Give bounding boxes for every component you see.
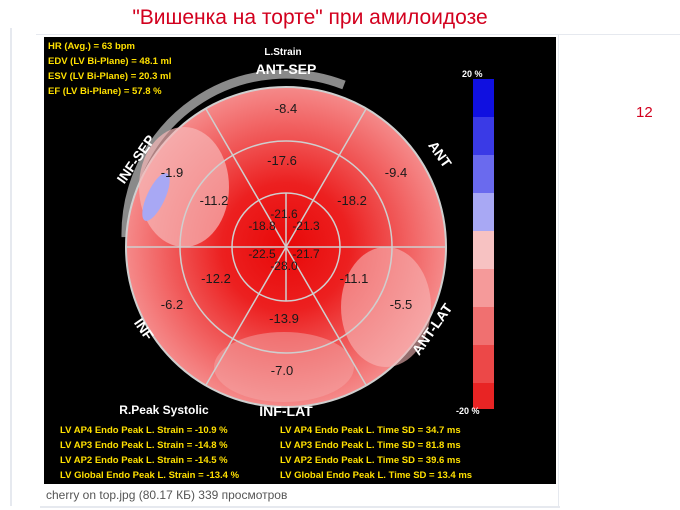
bullseye-svg: HR (Avg.) = 63 bpm EDV (LV Bi-Plane) = 4… <box>48 41 494 481</box>
segment-value: -7.0 <box>271 363 293 378</box>
stat-line: LV AP3 Endo Peak L. Time SD = 81.8 ms <box>280 440 461 451</box>
hemo-line: EDV (LV Bi-Plane) = 48.1 ml <box>48 56 172 67</box>
scale-step <box>473 269 494 307</box>
caption-divider <box>40 506 560 508</box>
segment-value: -13.9 <box>269 311 299 326</box>
segment-value: -6.2 <box>161 297 183 312</box>
apical-values: -21.6 -21.3 -21.7 -28.0 -22.5 -18.8 <box>248 207 320 273</box>
segment-value: -11.1 <box>340 271 369 286</box>
scale-step <box>473 345 494 383</box>
time-stats: LV AP4 Endo Peak L. Time SD = 34.7 ms LV… <box>280 425 472 481</box>
segment-value: -22.5 <box>248 247 276 261</box>
color-scale <box>473 79 494 409</box>
blue-patch <box>142 173 170 221</box>
segment-value: -9.4 <box>385 165 407 180</box>
segment-value: -12.2 <box>201 271 231 286</box>
scale-step <box>473 307 494 345</box>
stat-line: LV AP4 Endo Peak L. Time SD = 34.7 ms <box>280 425 461 436</box>
frame-border-top <box>36 34 680 35</box>
segment-value: -21.7 <box>292 247 320 261</box>
image-caption: cherry on top.jpg (80.17 КБ) 339 просмот… <box>46 488 288 502</box>
scale-step <box>473 155 494 193</box>
segment-value: -8.4 <box>275 101 297 116</box>
segment-value: -18.8 <box>248 219 276 233</box>
stat-line: LV Global Endo Peak L. Strain = -13.4 % <box>60 470 240 481</box>
segment-value: -21.3 <box>292 219 320 233</box>
scale-step <box>473 193 494 231</box>
scale-bottom-label: -20 % <box>456 406 480 416</box>
segment-value: -5.5 <box>390 297 412 312</box>
segment-value: -11.2 <box>200 193 229 208</box>
mode-label: L.Strain <box>264 47 301 58</box>
frame-border-right <box>558 34 559 506</box>
segment-value: -28.0 <box>270 259 298 273</box>
frame-border-left <box>10 28 12 506</box>
basal-values: -8.4 -9.4 -5.5 -7.0 -6.2 -1.9 <box>161 101 412 378</box>
hemo-line: EF (LV Bi-Plane) = 57.8 % <box>48 86 162 97</box>
pale-area <box>214 332 354 402</box>
wall-label-ant-sep: ANT-SEP <box>256 61 317 77</box>
segment-dividers <box>126 108 446 386</box>
scale-step <box>473 231 494 269</box>
slide-number: 12 <box>636 104 653 121</box>
bullseye-image[interactable]: HR (Avg.) = 63 bpm EDV (LV Bi-Plane) = 4… <box>44 37 556 484</box>
scale-top-label: 20 % <box>462 69 483 79</box>
peak-label: R.Peak Systolic <box>119 403 209 417</box>
scale-step <box>473 117 494 155</box>
strain-stats: LV AP4 Endo Peak L. Strain = -10.9 % LV … <box>60 425 240 481</box>
slide-title: "Вишенка на торте" при амилоидозе <box>132 6 488 29</box>
gray-arc <box>121 69 346 238</box>
scale-step <box>473 383 494 409</box>
hemo-line: ESV (LV Bi-Plane) = 20.3 ml <box>48 71 171 82</box>
segment-value: -18.2 <box>337 193 367 208</box>
stat-line: LV AP3 Endo Peak L. Strain = -14.8 % <box>60 440 228 451</box>
hemo-line: HR (Avg.) = 63 bpm <box>48 41 135 52</box>
stat-line: LV Global Endo Peak L. Time SD = 13.4 ms <box>280 470 472 481</box>
wall-label-ant: ANT <box>425 138 455 171</box>
stat-line: LV AP4 Endo Peak L. Strain = -10.9 % <box>60 425 228 436</box>
mid-values: -17.6 -18.2 -11.1 -13.9 -12.2 -11.2 <box>200 153 369 326</box>
segment-value: -17.6 <box>267 153 297 168</box>
hemo-block: HR (Avg.) = 63 bpm EDV (LV Bi-Plane) = 4… <box>48 41 172 97</box>
wall-label-inf-lat: INF-LAT <box>259 403 313 419</box>
pale-area <box>341 247 431 367</box>
stat-line: LV AP2 Endo Peak L. Strain = -14.5 % <box>60 455 228 466</box>
scale-step <box>473 79 494 117</box>
stat-line: LV AP2 Endo Peak L. Time SD = 39.6 ms <box>280 455 461 466</box>
pale-area <box>139 127 229 247</box>
segment-value: -1.9 <box>161 165 183 180</box>
segment-value: -21.6 <box>270 207 298 221</box>
